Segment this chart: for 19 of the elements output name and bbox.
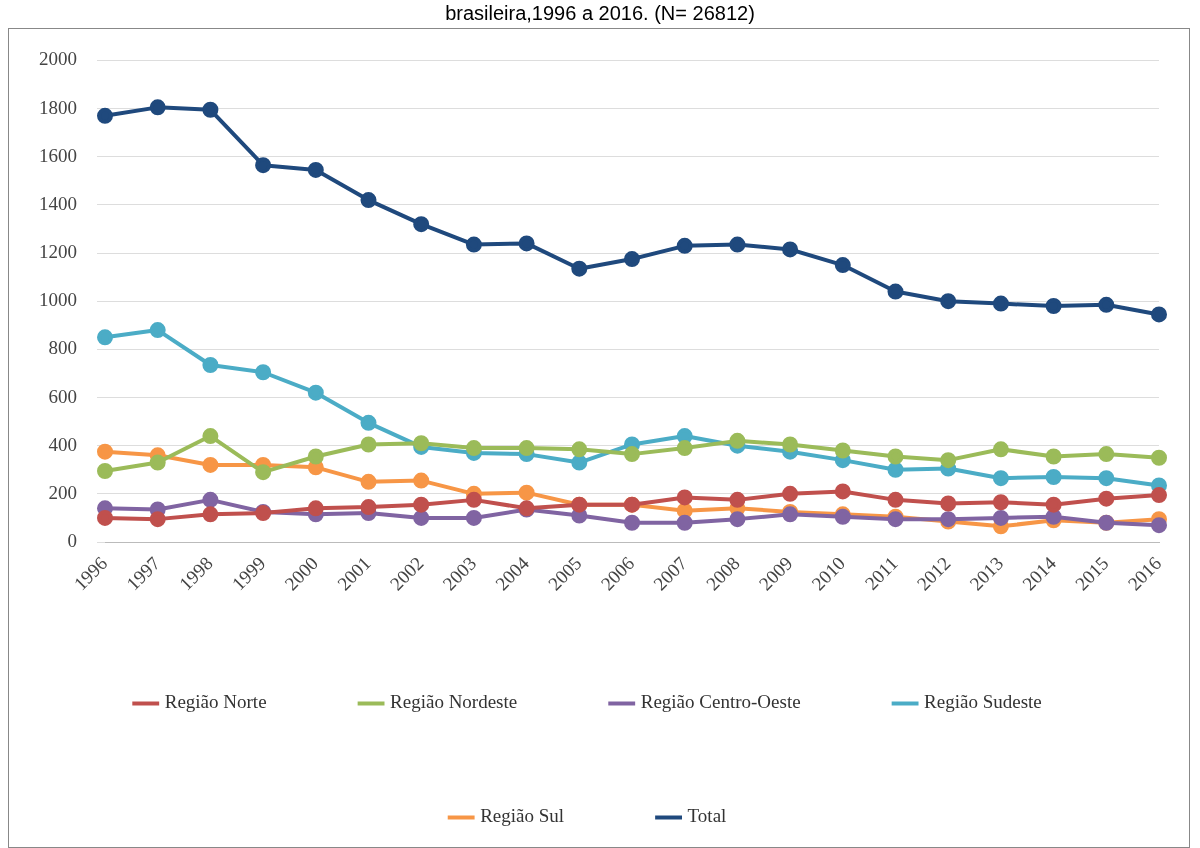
- chart-title: brasileira,1996 a 2016. (N= 26812): [444, 1, 756, 26]
- legend-label: Total: [687, 805, 727, 827]
- x-tick-label: 1999: [227, 552, 270, 595]
- y-tick-label: 800: [48, 337, 77, 359]
- y-tick-label: 1000: [39, 289, 77, 311]
- legend-label: Região Norte: [164, 691, 267, 713]
- legend-label: Região Sudeste: [924, 691, 1042, 713]
- y-tick-label: 1600: [39, 144, 77, 166]
- y-tick-label: 1400: [39, 192, 77, 214]
- legend-label: Região Centro-Oeste: [640, 691, 801, 713]
- y-tick-label: 600: [48, 385, 77, 407]
- y-tick-label: 200: [48, 481, 77, 503]
- y-tick-label: 2000: [39, 48, 77, 70]
- legend-label: Região Nordeste: [390, 691, 518, 713]
- y-tick-label: 400: [48, 433, 77, 455]
- y-tick-label: 0: [67, 529, 77, 551]
- y-tick-label: 1200: [39, 241, 77, 263]
- y-tick-label: 1800: [39, 96, 77, 118]
- legend-label: Região Sul: [480, 805, 565, 827]
